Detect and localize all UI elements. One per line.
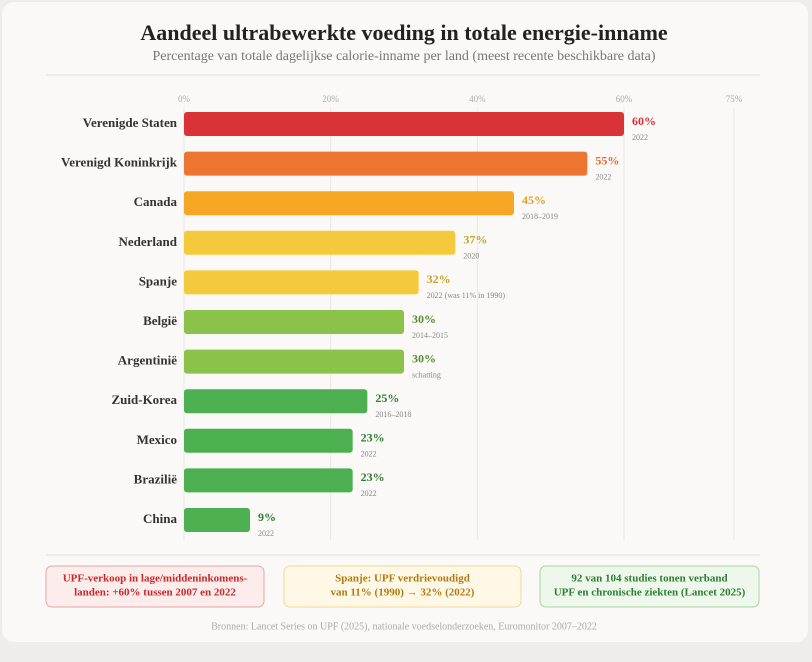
value-label: 60% bbox=[632, 114, 656, 128]
value-label: 23% bbox=[361, 470, 385, 484]
callout-text: UPF en chronische ziekten (Lancet 2025) bbox=[554, 587, 746, 599]
bar-note: 2018–2019 bbox=[522, 212, 558, 221]
x-tick-label: 20% bbox=[322, 94, 339, 104]
value-label: 23% bbox=[361, 431, 385, 445]
x-tick-label: 75% bbox=[726, 94, 743, 104]
bar-note: 2022 bbox=[258, 529, 274, 538]
bar-note: schatting bbox=[412, 370, 441, 379]
value-label: 32% bbox=[427, 272, 451, 286]
y-tick-label: Canada bbox=[134, 194, 178, 209]
value-label: 55% bbox=[595, 153, 619, 167]
callout-box bbox=[283, 565, 522, 608]
callout-text: van 11% (1990) → 32% (2022) bbox=[331, 587, 475, 599]
value-label: 45% bbox=[522, 193, 546, 207]
bar bbox=[184, 428, 353, 453]
bar bbox=[184, 191, 514, 216]
value-label: 30% bbox=[412, 351, 436, 365]
y-tick-label: Mexico bbox=[137, 432, 177, 447]
bar-note: 2022 bbox=[361, 450, 377, 459]
bar bbox=[184, 389, 368, 414]
x-tick-label: 40% bbox=[469, 94, 486, 104]
y-tick-label: Zuid-Korea bbox=[112, 392, 178, 407]
bar-note: 2020 bbox=[463, 252, 479, 261]
callout-text: landen: +60% tussen 2007 en 2022 bbox=[74, 587, 236, 599]
callout-text: Spanje: UPF verdrievoudigd bbox=[335, 573, 470, 585]
x-tick-label: 0% bbox=[178, 94, 191, 104]
callout-text: 92 van 104 studies tonen verband bbox=[571, 573, 727, 585]
bar bbox=[184, 310, 404, 334]
value-label: 25% bbox=[375, 391, 399, 405]
bar-note: 2022 bbox=[595, 172, 611, 181]
value-label: 37% bbox=[463, 233, 487, 247]
callout-box bbox=[539, 565, 760, 608]
y-tick-label: China bbox=[143, 511, 177, 526]
bar-note: 2022 (was 11% in 1990) bbox=[427, 291, 506, 300]
bar bbox=[184, 468, 353, 493]
y-tick-label: Brazilië bbox=[134, 471, 178, 486]
chart-subtitle: Percentage van totale dagelijkse calorie… bbox=[153, 49, 656, 64]
chart-title: Aandeel ultrabewerkte voeding in totale … bbox=[140, 20, 668, 45]
callout-text: UPF-verkoop in lage/middeninkomens- bbox=[63, 573, 248, 585]
bar bbox=[184, 270, 419, 295]
bar bbox=[184, 508, 250, 532]
bar-note: 2016–2018 bbox=[375, 410, 411, 419]
value-label: 9% bbox=[258, 510, 276, 524]
y-tick-label: België bbox=[143, 313, 177, 328]
bar bbox=[184, 112, 624, 136]
y-tick-label: Verenigd Koninkrijk bbox=[61, 155, 178, 170]
value-label: 30% bbox=[412, 312, 436, 326]
bar bbox=[184, 349, 404, 374]
bar-note: 2022 bbox=[632, 133, 648, 142]
card bbox=[2, 2, 808, 642]
bar bbox=[184, 230, 456, 255]
y-tick-label: Argentinië bbox=[118, 353, 177, 368]
source: Bronnen: Lancet Series on UPF (2025), na… bbox=[211, 621, 597, 632]
y-tick-label: Verenigde Staten bbox=[83, 115, 178, 130]
callout-box bbox=[45, 565, 265, 608]
bar-note: 2014–2015 bbox=[412, 331, 448, 340]
y-tick-label: Spanje bbox=[139, 273, 178, 288]
y-tick-label: Nederland bbox=[119, 234, 178, 249]
bar bbox=[184, 151, 588, 176]
bar-note: 2022 bbox=[361, 489, 377, 498]
x-tick-label: 60% bbox=[616, 94, 633, 104]
